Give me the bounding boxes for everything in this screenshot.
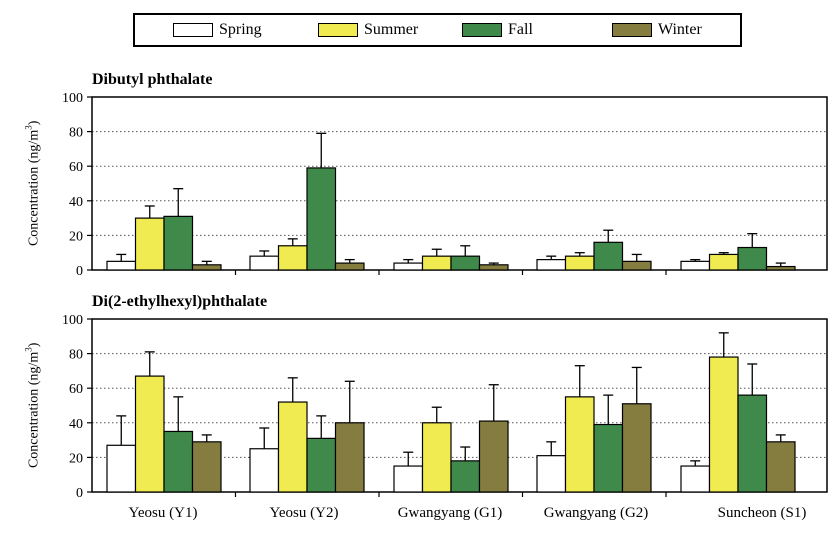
bar-spring bbox=[249, 255, 280, 271]
legend-item-spring: Spring bbox=[173, 15, 262, 45]
legend-swatch-summer bbox=[318, 23, 358, 37]
bar-summer bbox=[134, 375, 165, 493]
site-label-y2: Yeosu (Y2) bbox=[269, 505, 339, 521]
bar-spring bbox=[680, 260, 711, 271]
legend-label-winter: Winter bbox=[658, 21, 702, 38]
bar-summer bbox=[708, 356, 739, 493]
bar-winter bbox=[478, 264, 509, 271]
bar-winter bbox=[191, 264, 222, 271]
y-tick-label: 80 bbox=[69, 348, 83, 363]
bar-winter bbox=[621, 403, 652, 493]
y-tick-label: 60 bbox=[69, 382, 83, 397]
panel-title-dehp: Di(2-ethylhexyl)phthalate bbox=[92, 293, 268, 310]
y-tick-label: 60 bbox=[69, 160, 83, 175]
bar-spring bbox=[393, 262, 424, 271]
panel-title-dbp: Dibutyl phthalate bbox=[92, 71, 213, 88]
bar-fall bbox=[163, 215, 194, 271]
bar-spring bbox=[106, 260, 137, 271]
bar-fall bbox=[306, 167, 337, 271]
bar-winter bbox=[334, 262, 365, 271]
site-label-g1: Gwangyang (G1) bbox=[397, 505, 503, 521]
bar-summer bbox=[277, 401, 308, 493]
bar-summer bbox=[277, 245, 308, 271]
bar-summer bbox=[564, 396, 595, 493]
bar-summer bbox=[421, 422, 452, 493]
bar-fall bbox=[593, 241, 624, 271]
bar-spring bbox=[106, 444, 137, 493]
legend: Spring Summer Fall Winter bbox=[133, 13, 742, 47]
legend-label-summer: Summer bbox=[364, 21, 419, 38]
y-tick-label: 40 bbox=[69, 417, 83, 432]
y-tick-label: 0 bbox=[76, 264, 83, 279]
bar-spring bbox=[680, 465, 711, 493]
bar-fall bbox=[450, 255, 481, 271]
bar-summer bbox=[708, 253, 739, 271]
bar-summer bbox=[134, 217, 165, 271]
bar-winter bbox=[621, 260, 652, 271]
y-tick-label: 80 bbox=[69, 126, 83, 141]
bar-winter bbox=[765, 441, 796, 493]
site-label-g2: Gwangyang (G2) bbox=[543, 505, 649, 521]
y-tick-label: 40 bbox=[69, 195, 83, 210]
legend-swatch-fall bbox=[462, 23, 502, 37]
legend-swatch-spring bbox=[173, 23, 213, 37]
bar-fall bbox=[737, 394, 768, 493]
bar-fall bbox=[306, 437, 337, 493]
bar-winter bbox=[334, 422, 365, 493]
bar-fall bbox=[450, 460, 481, 493]
bar-spring bbox=[393, 465, 424, 493]
legend-label-spring: Spring bbox=[219, 21, 262, 38]
legend-swatch-winter bbox=[612, 23, 652, 37]
bar-spring bbox=[249, 448, 280, 493]
site-label-y1: Yeosu (Y1) bbox=[128, 505, 198, 521]
bar-summer bbox=[421, 255, 452, 271]
bar-summer bbox=[564, 255, 595, 271]
y-tick-label: 100 bbox=[62, 313, 83, 328]
y-tick-label: 20 bbox=[69, 451, 83, 466]
bar-fall bbox=[593, 423, 624, 493]
bar-spring bbox=[536, 455, 567, 493]
legend-item-winter: Winter bbox=[612, 15, 702, 45]
site-label-s1: Suncheon (S1) bbox=[717, 505, 807, 521]
y-tick-label: 0 bbox=[76, 486, 83, 501]
bar-spring bbox=[536, 259, 567, 271]
legend-label-fall: Fall bbox=[508, 21, 533, 38]
plot-frame bbox=[91, 96, 828, 271]
y-tick-label: 100 bbox=[62, 91, 83, 106]
legend-item-summer: Summer bbox=[318, 15, 418, 45]
y-tick-label: 20 bbox=[69, 229, 83, 244]
bar-winter bbox=[191, 441, 222, 493]
bar-winter bbox=[765, 265, 796, 271]
legend-item-fall: Fall bbox=[462, 15, 533, 45]
bar-fall bbox=[163, 430, 194, 493]
bar-fall bbox=[737, 246, 768, 271]
bar-winter bbox=[478, 420, 509, 493]
